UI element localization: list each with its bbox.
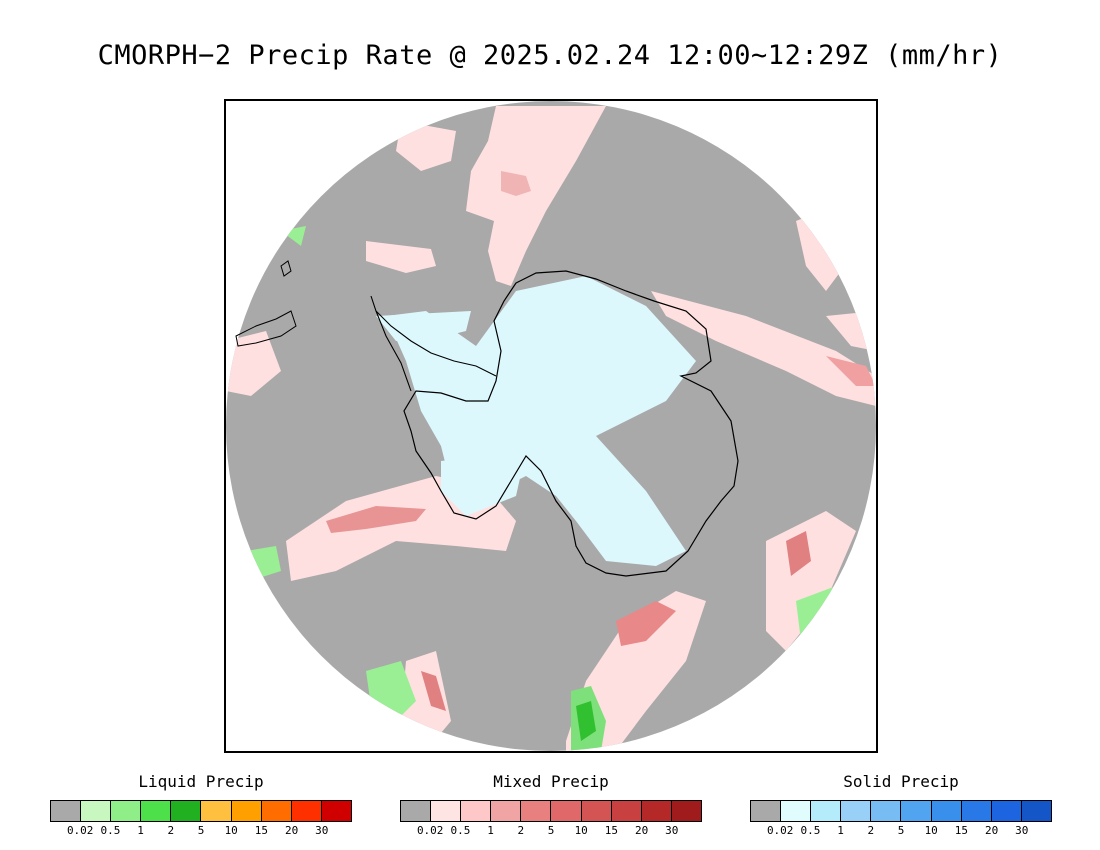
legend-tick-liquid-1: 0.5 xyxy=(100,824,121,837)
legend-tick-mixed-5: 10 xyxy=(574,824,588,837)
mixed-precip-band-ne-1 xyxy=(796,211,841,291)
legend-swatch-solid-3 xyxy=(841,801,872,821)
legend-swatch-solid-1 xyxy=(781,801,812,821)
legend-tick-solid-1: 0.5 xyxy=(800,824,821,837)
legend-tick-solid-8: 30 xyxy=(1015,824,1029,837)
legend-tick-mixed-6: 15 xyxy=(604,824,619,837)
mixed-precip-patch-sw-2-core xyxy=(421,671,446,711)
mixed-precip-band-north xyxy=(466,106,606,286)
legend-swatch-solid-8 xyxy=(991,801,1022,821)
mixed-precip-band-se-core xyxy=(786,531,811,576)
mixed-precip-band-north-core xyxy=(501,171,531,196)
legend-tick-mixed-1: 0.5 xyxy=(450,824,471,837)
legend-tick-solid-0: 0.02 xyxy=(766,824,794,837)
legend-ticks-liquid: 0.02 0.5 1 2 5 10 15 20 30 xyxy=(50,824,352,838)
legend-tick-liquid-2: 1 xyxy=(137,824,144,837)
legend-swatch-solid-7 xyxy=(961,801,992,821)
legend-tick-liquid-0: 0.02 xyxy=(66,824,94,837)
mixed-precip-patch-west xyxy=(366,241,436,273)
legend-tick-solid-6: 15 xyxy=(954,824,969,837)
legend-tick-mixed-2: 1 xyxy=(487,824,494,837)
antarctica-coastline xyxy=(403,270,739,577)
legend-swatch-mixed-7 xyxy=(611,801,642,821)
legend-swatch-mixed-5 xyxy=(551,801,582,821)
legend-liquid: Liquid Precip 0.02 0.5 1 2 5 10 15 20 30 xyxy=(50,772,352,838)
legend-tick-liquid-5: 10 xyxy=(224,824,238,837)
mixed-precip-patch-nw xyxy=(396,121,456,171)
legend-swatch-liquid-4 xyxy=(171,801,202,821)
antarctic-peninsula-coastline xyxy=(370,295,497,392)
mixed-precip-patch-east xyxy=(826,581,876,641)
legend-tick-solid-3: 2 xyxy=(867,824,875,837)
legend-tick-liquid-3: 2 xyxy=(167,824,175,837)
legend-tick-mixed-3: 2 xyxy=(517,824,525,837)
legend-swatch-mixed-2 xyxy=(461,801,492,821)
legend-mixed: Mixed Precip 0.02 0.5 1 2 5 10 15 20 30 xyxy=(400,772,702,838)
legend-swatch-solid-9 xyxy=(1021,801,1051,821)
legend-title-solid: Solid Precip xyxy=(843,772,959,791)
chart-title: CMORPH−2 Precip Rate @ 2025.02.24 12:00∼… xyxy=(97,40,1003,71)
legend-tick-solid-2: 1 xyxy=(837,824,844,837)
legend-ticks-mixed: 0.02 0.5 1 2 5 10 15 20 30 xyxy=(400,824,702,838)
mixed-precip-band-southwest-core xyxy=(326,506,426,533)
legend-swatch-solid-6 xyxy=(931,801,962,821)
polar-map-frame xyxy=(224,99,878,753)
south-america-tip-coastline xyxy=(235,310,297,347)
polar-precip-map xyxy=(226,101,876,751)
legend-swatch-mixed-4 xyxy=(521,801,552,821)
legend-tick-liquid-6: 15 xyxy=(254,824,269,837)
liquid-precip-patch-south-core xyxy=(576,701,596,741)
legend-swatch-liquid-8 xyxy=(291,801,322,821)
legend-swatch-liquid-7 xyxy=(261,801,292,821)
mixed-precip-patch-west-2 xyxy=(226,331,281,396)
solid-precip-region-ross xyxy=(441,451,526,516)
legend-swatch-liquid-6 xyxy=(231,801,262,821)
legend-swatch-liquid-0 xyxy=(51,801,82,821)
legend-tick-mixed-0: 0.02 xyxy=(416,824,444,837)
legend-swatch-solid-5 xyxy=(901,801,932,821)
mixed-precip-band-ne-2 xyxy=(651,291,876,406)
legend-title-mixed: Mixed Precip xyxy=(493,772,609,791)
legend-swatch-liquid-3 xyxy=(141,801,172,821)
legend-tick-mixed-7: 20 xyxy=(634,824,649,837)
falkland-coastline xyxy=(280,260,292,277)
legend-swatch-mixed-3 xyxy=(491,801,522,821)
legend-tick-mixed-4: 5 xyxy=(547,824,555,837)
legend-tick-solid-5: 10 xyxy=(924,824,938,837)
legend-bar-liquid xyxy=(50,800,352,822)
legend-ticks-solid: 0.02 0.5 1 2 5 10 15 20 30 xyxy=(750,824,1052,838)
legend-tick-liquid-8: 30 xyxy=(315,824,329,837)
legend-swatch-mixed-9 xyxy=(671,801,701,821)
legend-swatch-solid-0 xyxy=(751,801,782,821)
legend-swatch-liquid-9 xyxy=(321,801,351,821)
legend-tick-mixed-8: 30 xyxy=(665,824,679,837)
legend-title-liquid: Liquid Precip xyxy=(138,772,264,791)
legend-swatch-liquid-5 xyxy=(201,801,232,821)
legend-swatch-mixed-6 xyxy=(581,801,612,821)
solid-precip-region-peninsula xyxy=(376,311,471,341)
legend-tick-liquid-7: 20 xyxy=(284,824,299,837)
legend-bar-solid xyxy=(750,800,1052,822)
legend-swatch-solid-4 xyxy=(871,801,902,821)
legend-tick-solid-4: 5 xyxy=(897,824,905,837)
legend-solid: Solid Precip 0.02 0.5 1 2 5 10 15 20 30 xyxy=(750,772,1052,838)
mixed-precip-band-ne-core xyxy=(826,356,876,386)
legend-tick-solid-7: 20 xyxy=(984,824,999,837)
legend-swatch-liquid-1 xyxy=(81,801,112,821)
precip-overlay xyxy=(226,106,876,751)
legend-swatch-liquid-2 xyxy=(111,801,142,821)
legend-swatch-solid-2 xyxy=(811,801,842,821)
legend-swatch-mixed-8 xyxy=(641,801,672,821)
legend-bar-mixed xyxy=(400,800,702,822)
legend-swatch-mixed-0 xyxy=(401,801,432,821)
legend-swatch-mixed-1 xyxy=(431,801,462,821)
mixed-precip-band-south-1-core xyxy=(616,601,676,646)
legend-tick-liquid-4: 5 xyxy=(197,824,205,837)
